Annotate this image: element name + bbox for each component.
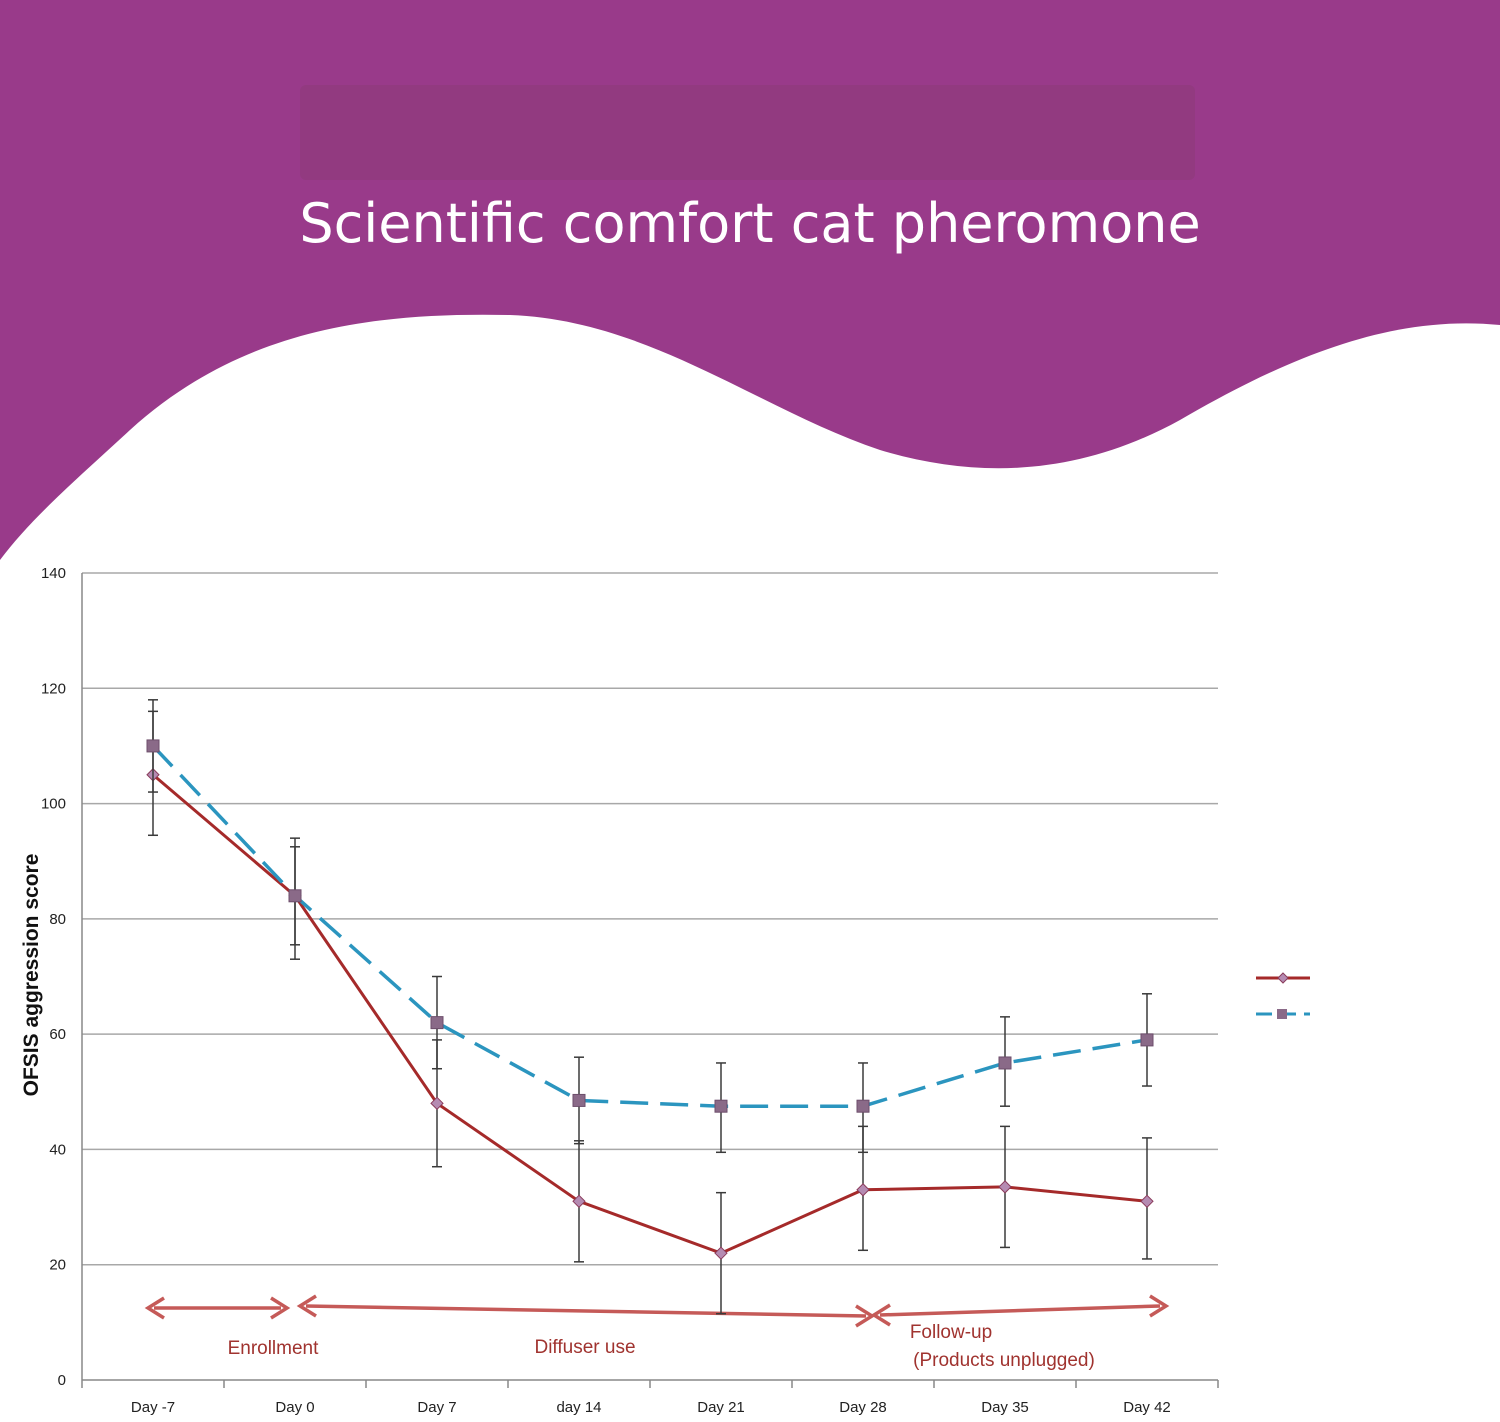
header-title: Scientific comfort cat pheromone <box>299 192 1200 255</box>
data-point <box>288 889 302 903</box>
diffuser-arrow <box>296 1294 876 1328</box>
arrow-head-right <box>270 1296 291 1320</box>
phase-label: Follow-up <box>910 1322 992 1343</box>
x-tick-label: Day 7 <box>417 1399 456 1416</box>
series-line <box>151 744 1148 1108</box>
y-axis-label: OFSIS aggression score <box>20 854 43 1097</box>
arrow-head-right <box>855 1304 876 1328</box>
blurred-banner <box>300 85 1195 180</box>
legend-entry <box>1256 972 1310 984</box>
data-point <box>714 1099 728 1113</box>
arrow-head-right <box>1149 1294 1170 1318</box>
y-tick-label: 20 <box>49 1257 66 1274</box>
series-blue <box>146 699 1154 1154</box>
gridlines <box>82 572 1218 1266</box>
arrow-shaft <box>879 1304 1161 1317</box>
y-tick-label: 40 <box>49 1141 66 1158</box>
x-tick-label: Day 42 <box>1123 1399 1171 1416</box>
enrollment-arrow <box>144 1296 291 1320</box>
x-tick-label: Day 21 <box>697 1399 745 1416</box>
header-wave-background <box>0 0 1500 560</box>
y-tick-label: 60 <box>49 1026 66 1043</box>
data-point <box>714 1246 728 1260</box>
phase-label: Enrollment <box>228 1338 320 1359</box>
y-tick-label: 0 <box>58 1372 66 1389</box>
axes <box>81 573 1219 1388</box>
x-tick-label: day 14 <box>556 1399 601 1416</box>
series-line <box>152 773 1148 1255</box>
phase-annotations: Enrollment Diffuser use Follow-up (Products… <box>144 1294 1170 1371</box>
series <box>146 699 1154 1315</box>
data-point <box>572 1194 586 1209</box>
tick-labels: 0 20 40 60 80 100 120 140 Day -7 Day 0 Day 7 day 14… <box>41 565 1171 1416</box>
series-red <box>146 710 1154 1315</box>
arrow-head-left <box>296 1294 317 1318</box>
data-point <box>430 1096 444 1111</box>
data-point <box>146 739 160 753</box>
arrow-head-left <box>144 1296 165 1320</box>
follow-up-arrow <box>870 1294 1170 1327</box>
arrow-shaft <box>305 1304 867 1318</box>
y-tick-label: 80 <box>49 911 66 928</box>
y-tick-label: 140 <box>41 565 66 582</box>
data-point <box>856 1099 870 1113</box>
x-tick-label: Day -7 <box>131 1399 175 1416</box>
y-tick-label: 120 <box>41 680 66 697</box>
legend-entry <box>1256 1009 1310 1019</box>
x-tick-label: Day 28 <box>839 1399 887 1416</box>
x-tick-label: Day 35 <box>981 1399 1029 1416</box>
data-point <box>430 1016 444 1030</box>
legend-swatch-marker <box>1277 1009 1287 1019</box>
x-tick-label: Day 0 <box>275 1399 314 1416</box>
phase-label: Diffuser use <box>534 1337 635 1358</box>
arrow-head-left <box>870 1303 891 1327</box>
data-point <box>998 1056 1012 1070</box>
data-point <box>1140 1194 1154 1209</box>
phase-label: (Products unplugged) <box>913 1350 1095 1371</box>
data-point <box>998 1180 1012 1194</box>
legend <box>1256 972 1310 1019</box>
data-point <box>572 1093 586 1107</box>
data-point <box>1140 1033 1154 1047</box>
y-tick-label: 100 <box>41 796 66 813</box>
data-point <box>856 1183 870 1197</box>
legend-swatch-marker <box>1277 972 1289 984</box>
